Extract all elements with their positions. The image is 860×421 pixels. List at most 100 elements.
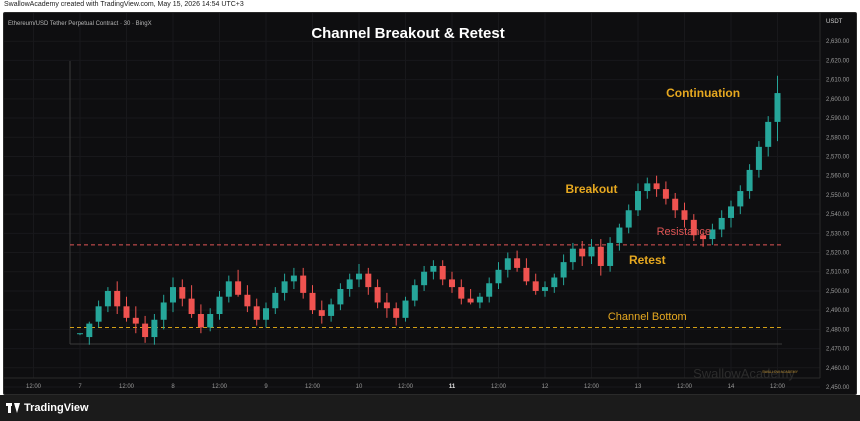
- time-axis[interactable]: 12:00 7 12:00 8 12:00 9 12:00 10 12:00 11 12:00 12 1…: [4, 377, 820, 390]
- time-tick-label: 11: [449, 384, 456, 390]
- price-tick-label: 2,560.00: [826, 174, 850, 180]
- candle-body: [114, 290, 121, 307]
- candle-body: [449, 279, 455, 288]
- candle-body: [746, 169, 753, 192]
- currency-label[interactable]: USDT: [826, 19, 843, 25]
- price-tick-label: 2,550.00: [826, 193, 850, 199]
- candle-body: [179, 287, 186, 299]
- candle-body: [142, 323, 149, 338]
- tradingview-logo-icon: [6, 403, 20, 413]
- candle-body: [532, 281, 539, 291]
- time-tick-label: 9: [264, 384, 268, 390]
- time-tick-label: 12: [542, 384, 549, 390]
- tradingview-brand: TradingView: [24, 402, 89, 414]
- price-tick-label: 2,460.00: [826, 366, 850, 372]
- price-tick-label: 2,610.00: [826, 78, 850, 84]
- candle-body: [504, 258, 511, 270]
- time-tick-label: 13: [635, 384, 642, 390]
- candlestick-chart[interactable]: 2,630.00 2,620.00 2,610.00 2,600.00 2,590.00…: [4, 13, 857, 395]
- time-tick-label: 8: [171, 384, 175, 390]
- candle-body: [244, 294, 251, 307]
- price-tick-label: 2,450.00: [826, 385, 850, 391]
- time-tick-label: 12:00: [398, 384, 414, 390]
- candle-body: [225, 281, 232, 297]
- candle-body: [86, 323, 93, 338]
- candle-body: [346, 279, 353, 290]
- chart-title: Channel Breakout & Retest: [311, 25, 504, 42]
- price-tick-label: 2,590.00: [826, 116, 850, 122]
- candle-body: [95, 306, 102, 322]
- candle-body: [560, 262, 567, 278]
- time-tick-label: 12:00: [677, 384, 693, 390]
- candle-body: [123, 306, 130, 318]
- candle-body: [569, 248, 576, 263]
- grid: [4, 13, 820, 388]
- candle-body: [281, 281, 288, 293]
- annotation-channel-bottom: Channel Bottom: [608, 311, 687, 323]
- candle-body: [197, 314, 204, 328]
- candle-body: [356, 273, 362, 280]
- candle-body: [421, 271, 428, 286]
- candle-body: [458, 287, 465, 299]
- price-tick-label: 2,490.00: [826, 308, 850, 314]
- time-tick-label: 10: [356, 384, 363, 390]
- candle-body: [625, 210, 632, 228]
- time-tick-label: 12:00: [305, 384, 321, 390]
- candle-body: [644, 183, 651, 192]
- candle-body: [263, 308, 269, 320]
- candle-body: [755, 146, 762, 170]
- credit-text: SwallowAcademy created with TradingView.…: [4, 1, 244, 8]
- candle-body: [337, 289, 344, 305]
- footer-bar: TradingView: [0, 395, 860, 421]
- candle-body: [523, 267, 530, 282]
- candle-body: [207, 314, 214, 328]
- price-axis[interactable]: 2,630.00 2,620.00 2,610.00 2,600.00 2,590.00…: [819, 13, 850, 391]
- candle-body: [616, 227, 623, 243]
- candle-body: [77, 333, 83, 335]
- candle-body: [597, 246, 604, 266]
- candle-body: [588, 246, 595, 257]
- candle-body: [514, 258, 521, 268]
- candle-body: [383, 302, 390, 309]
- candle-body: [579, 248, 586, 257]
- chart-frame[interactable]: 2,630.00 2,620.00 2,610.00 2,600.00 2,590.00…: [3, 12, 857, 395]
- candle-body: [272, 292, 279, 309]
- candle-body: [672, 198, 679, 211]
- tradingview-logo[interactable]: TradingView: [6, 402, 89, 414]
- time-tick-label: 12:00: [584, 384, 600, 390]
- annotation-continuation: Continuation: [666, 86, 740, 100]
- annotation-breakout: Breakout: [565, 182, 617, 196]
- watermark-small: SWALLOW ACADEMY: [762, 370, 799, 374]
- candle-body: [774, 93, 781, 122]
- candle-body: [393, 308, 400, 318]
- time-tick-label: 7: [78, 384, 82, 390]
- candle-body: [467, 298, 474, 303]
- candle-body: [709, 229, 716, 240]
- candle-body: [439, 265, 446, 280]
- price-tick-label: 2,500.00: [826, 289, 850, 295]
- candle-body: [690, 219, 697, 236]
- candle-body: [607, 242, 614, 266]
- candle-body: [700, 235, 707, 240]
- candle-body: [542, 287, 548, 291]
- symbol-label: Ethereum/USD Tether Perpetual Contract ·…: [8, 21, 152, 27]
- price-tick-label: 2,540.00: [826, 212, 850, 218]
- time-tick-label: 12:00: [212, 384, 228, 390]
- price-tick-label: 2,510.00: [826, 270, 850, 276]
- candle-body: [551, 277, 558, 288]
- time-tick-label: 14: [728, 384, 735, 390]
- candle-body: [728, 206, 734, 218]
- time-tick-label: 12:00: [26, 384, 42, 390]
- candle-body: [104, 290, 111, 307]
- candle-body: [151, 319, 158, 338]
- candle-body: [495, 269, 502, 284]
- time-tick-label: 12:00: [119, 384, 135, 390]
- candle-body: [430, 265, 437, 272]
- price-tick-label: 2,630.00: [826, 39, 850, 45]
- price-tick-label: 2,520.00: [826, 251, 850, 257]
- annotation-resistance: Resistance: [657, 226, 711, 238]
- candle-body: [300, 275, 307, 293]
- candle-body: [476, 296, 483, 303]
- price-tick-label: 2,600.00: [826, 97, 850, 103]
- candles: [77, 75, 781, 345]
